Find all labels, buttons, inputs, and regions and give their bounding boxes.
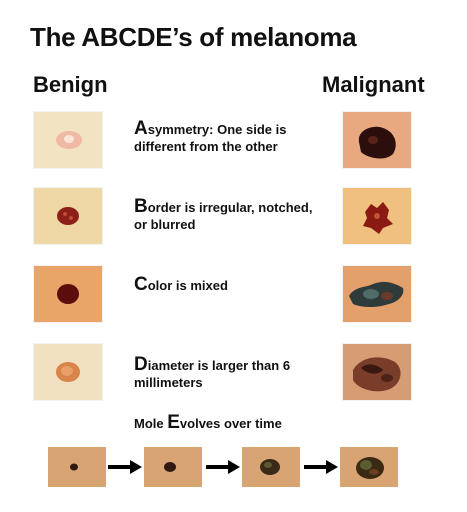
benign-border-image: [34, 188, 102, 244]
malignant-color-image: [343, 266, 411, 322]
rule-color: Color is mixed: [134, 274, 228, 295]
malignant-border-image: [343, 188, 411, 244]
evolution-stage-1-image: [48, 447, 106, 487]
malignant-diameter-image: [343, 344, 411, 400]
malignant-column-header: Malignant: [322, 72, 425, 97]
malignant-asymmetry-image: [343, 112, 411, 168]
rule-diameter: Diameter is larger than 6 millimeters: [134, 354, 291, 390]
arrow-right-icon: [108, 460, 142, 474]
rule-border: Border is irregular, notched, or blurred: [134, 196, 313, 232]
benign-diameter-image: [34, 344, 102, 400]
rule-asymmetry: Asymmetry: One side is different from th…: [134, 118, 287, 154]
evolution-stage-4-image: [340, 447, 398, 487]
benign-color-image: [34, 266, 102, 322]
arrow-right-icon: [206, 460, 240, 474]
page-title: The ABCDE’s of melanoma: [30, 22, 357, 52]
benign-asymmetry-image: [34, 112, 102, 168]
arrow-right-icon: [304, 460, 338, 474]
evolution-stage-2-image: [144, 447, 202, 487]
rule-evolving: Mole Evolves over time: [134, 412, 282, 433]
evolution-stage-3-image: [242, 447, 300, 487]
benign-column-header: Benign: [33, 72, 108, 97]
